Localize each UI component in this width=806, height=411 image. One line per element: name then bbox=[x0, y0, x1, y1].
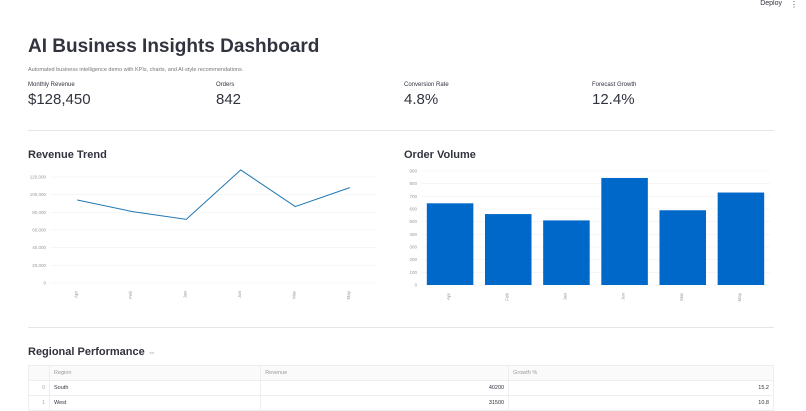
divider bbox=[28, 130, 774, 131]
kpi-value: 842 bbox=[216, 91, 241, 108]
cell-growth[interactable]: 15.2 bbox=[509, 381, 774, 396]
row-index: 1 bbox=[29, 396, 50, 411]
row-index: 0 bbox=[29, 381, 50, 396]
link-icon[interactable]: ⇔ bbox=[148, 348, 156, 357]
section-title-text: Regional Performance bbox=[28, 346, 145, 358]
x-tick-label: Jun bbox=[621, 293, 626, 301]
y-tick-label: 100,000 bbox=[30, 192, 47, 197]
y-tick-label: 600 bbox=[409, 207, 417, 212]
cell-region[interactable]: South bbox=[50, 381, 261, 396]
x-tick-label: May bbox=[346, 290, 351, 299]
kpi-conversion-rate: Conversion Rate 4.8% bbox=[404, 82, 449, 108]
index-header bbox=[29, 366, 50, 381]
x-tick-label: Jun bbox=[237, 291, 242, 299]
revenue-trend-title: Revenue Trend bbox=[28, 149, 107, 161]
y-tick-label: 0 bbox=[414, 283, 417, 288]
y-tick-label: 500 bbox=[409, 219, 417, 224]
x-tick-label: Apr bbox=[73, 291, 78, 299]
deploy-button[interactable]: Deploy bbox=[760, 0, 782, 7]
bar bbox=[485, 214, 532, 285]
cell-revenue[interactable]: 40200 bbox=[261, 381, 509, 396]
bar bbox=[427, 203, 474, 285]
page-subtitle: Automated business intelligence demo wit… bbox=[28, 67, 243, 73]
kpi-forecast-growth: Forecast Growth 12.4% bbox=[592, 82, 636, 108]
y-tick-label: 80,000 bbox=[32, 210, 46, 215]
x-tick-label: Mar bbox=[291, 290, 296, 298]
kpi-label: Monthly Revenue bbox=[28, 82, 91, 88]
cell-region[interactable]: West bbox=[50, 396, 261, 411]
kpi-orders: Orders 842 bbox=[216, 82, 241, 108]
kpi-value: 4.8% bbox=[404, 91, 449, 108]
kpi-value: $128,450 bbox=[28, 91, 91, 108]
y-tick-label: 900 bbox=[409, 169, 417, 174]
y-tick-label: 20,000 bbox=[32, 263, 46, 268]
cell-revenue[interactable]: 31500 bbox=[261, 396, 509, 411]
page-title: AI Business Insights Dashboard bbox=[28, 36, 319, 58]
kpi-label: Orders bbox=[216, 82, 241, 88]
column-header[interactable]: Region bbox=[50, 366, 261, 381]
x-tick-label: Feb bbox=[504, 293, 509, 301]
vertical-dots-icon[interactable]: ⋮ bbox=[790, 0, 798, 9]
column-header[interactable]: Growth % bbox=[509, 366, 774, 381]
cell-growth[interactable]: 10.8 bbox=[509, 396, 774, 411]
kpi-monthly-revenue: Monthly Revenue $128,450 bbox=[28, 82, 91, 108]
bar bbox=[718, 193, 765, 285]
order-bar-chart[interactable]: 0 100 200 300 400 500 600 700 800 900 Apr Feb Jan Jun… bbox=[398, 160, 778, 305]
x-tick-label: Feb bbox=[128, 291, 133, 299]
x-tick-label: Mar bbox=[679, 292, 684, 300]
y-tick-label: 120,000 bbox=[30, 175, 47, 180]
x-tick-label: May bbox=[737, 292, 742, 301]
x-tick-label: Jan bbox=[182, 291, 187, 299]
revenue-line-chart[interactable]: 0 20,000 40,000 60,000 80,000 100,000 120,000 A… bbox=[20, 165, 380, 305]
kpi-label: Forecast Growth bbox=[592, 82, 636, 88]
bar bbox=[543, 220, 590, 285]
y-tick-label: 60,000 bbox=[32, 228, 46, 233]
y-tick-label: 700 bbox=[409, 194, 417, 199]
column-header[interactable]: Revenue bbox=[261, 366, 509, 381]
y-tick-label: 300 bbox=[409, 245, 417, 250]
x-tick-label: Jan bbox=[562, 293, 567, 301]
kpi-label: Conversion Rate bbox=[404, 82, 449, 88]
bar bbox=[601, 178, 648, 285]
bar bbox=[659, 210, 706, 285]
regional-performance-title: Regional Performance ⇔ bbox=[28, 346, 156, 358]
y-tick-label: 800 bbox=[409, 181, 417, 186]
x-tick-label: Apr bbox=[446, 293, 451, 301]
y-tick-label: 200 bbox=[409, 257, 417, 262]
divider bbox=[28, 327, 774, 328]
kpi-value: 12.4% bbox=[592, 91, 636, 108]
y-tick-label: 400 bbox=[409, 232, 417, 237]
y-tick-label: 100 bbox=[409, 270, 417, 275]
y-tick-label: 40,000 bbox=[32, 245, 46, 250]
y-tick-label: 0 bbox=[43, 281, 46, 286]
